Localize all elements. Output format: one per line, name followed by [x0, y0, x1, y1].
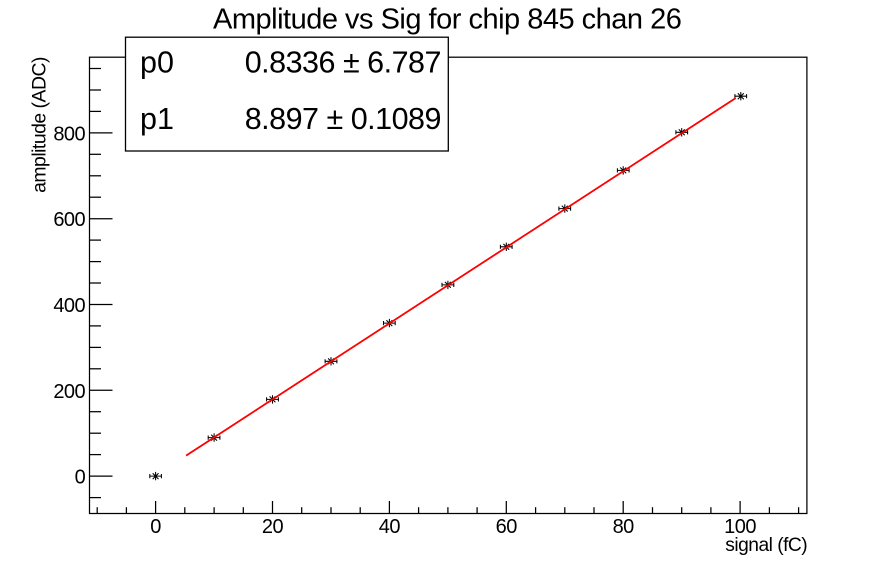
svg-text:8.897 ± 0.1089: 8.897 ± 0.1089 — [245, 102, 441, 136]
svg-text:400: 400 — [53, 295, 85, 317]
svg-text:p0: p0 — [140, 46, 174, 80]
svg-text:800: 800 — [53, 124, 85, 146]
svg-text:amplitude (ADC): amplitude (ADC) — [29, 57, 51, 193]
svg-text:200: 200 — [53, 381, 85, 403]
svg-text:0.8336 ± 6.787: 0.8336 ± 6.787 — [245, 46, 441, 80]
svg-text:0: 0 — [150, 516, 161, 538]
svg-text:600: 600 — [53, 209, 85, 231]
svg-text:60: 60 — [496, 516, 518, 538]
svg-text:signal (fC): signal (fC) — [725, 535, 807, 556]
svg-text:100: 100 — [724, 516, 756, 538]
svg-text:20: 20 — [262, 516, 284, 538]
svg-text:40: 40 — [379, 516, 401, 538]
svg-text:0: 0 — [75, 467, 86, 489]
svg-text:Amplitude vs Sig for chip 845: Amplitude vs Sig for chip 845 chan 26 — [213, 3, 681, 35]
svg-text:p1: p1 — [140, 102, 174, 136]
svg-text:80: 80 — [613, 516, 635, 538]
